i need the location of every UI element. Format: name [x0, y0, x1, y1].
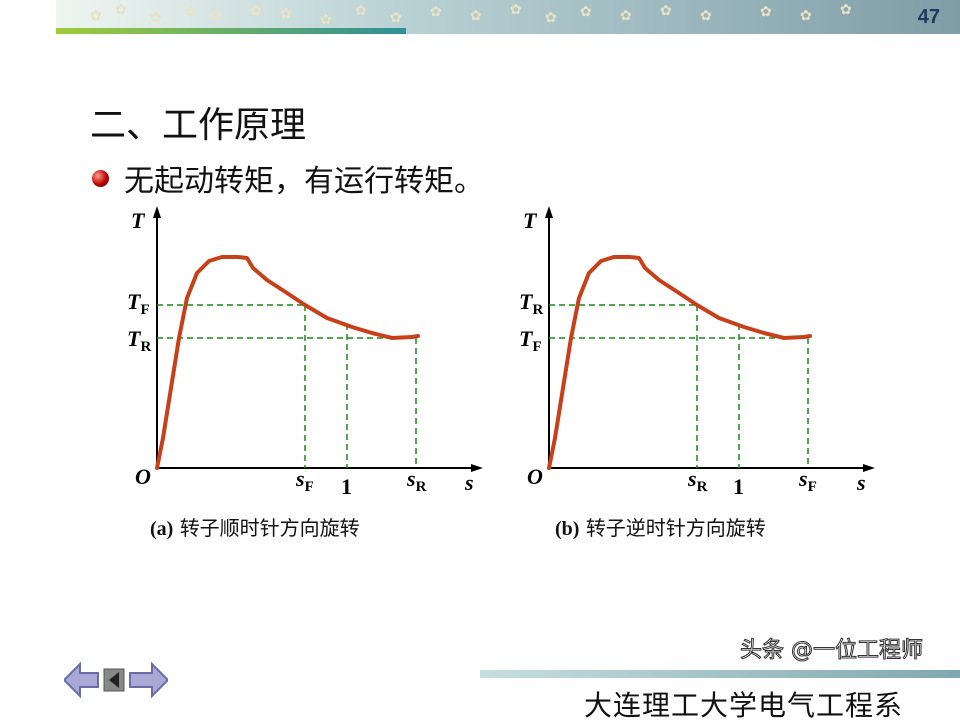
banner-flower-icon: ✿	[545, 10, 557, 26]
watermark: 头条 @一位工程师	[740, 638, 924, 664]
navigation-buttons[interactable]	[64, 662, 168, 698]
x-mark-label-2-a: 1	[341, 474, 352, 499]
first-page-triangle-icon	[109, 672, 119, 688]
arrow-left-icon[interactable]	[64, 662, 99, 698]
banner-flower-icon: ✿	[250, 3, 262, 19]
caption-b-text: 转子逆时针方向旋转	[585, 516, 766, 540]
banner-flower-icon: ✿	[90, 8, 102, 24]
bullet-text: 无起动转矩，有运行转矩。	[124, 164, 484, 199]
upper-level-label-b: TR	[519, 289, 543, 318]
banner-flower-icon: ✿	[470, 8, 482, 24]
origin-label-b: O	[527, 464, 543, 489]
x-mark-label-3-b: sF	[798, 466, 817, 495]
torque-curve-a	[155, 255, 420, 470]
x-axis-label-a: s	[464, 470, 474, 495]
caption-b: (b) 转子逆时针方向旋转	[555, 512, 766, 541]
banner-flower-icon: ✿	[840, 2, 852, 18]
arrow-right-icon[interactable]	[129, 662, 168, 698]
y-axis-arrow-b	[545, 206, 553, 218]
x-axis-label-b: s	[856, 470, 866, 495]
banner-flower-icon: ✿	[800, 8, 812, 24]
x-axis-arrow-a	[471, 464, 483, 472]
banner-flower-icon: ✿	[185, 4, 197, 20]
x-mark-label-3-a: sR	[406, 466, 427, 495]
caption-a: (a) 转子顺时针方向旋转	[150, 512, 360, 541]
y-axis-label-a: T	[131, 208, 146, 233]
banner-flower-icon: ✿	[150, 10, 162, 26]
lower-level-label-a: TR	[127, 326, 151, 355]
footer-bar	[480, 670, 960, 678]
banner-flower-icon: ✿	[355, 3, 367, 19]
origin-label-a: O	[135, 464, 151, 489]
banner-flower-icon: ✿	[760, 4, 772, 20]
page-number: 47	[917, 6, 940, 28]
banner-flower-icon: ✿	[390, 10, 402, 26]
bullet-icon	[92, 170, 109, 187]
y-axis-label-b: T	[523, 208, 538, 233]
banner-flower-icon: ✿	[510, 2, 522, 18]
caption-a-text: 转子顺时针方向旋转	[179, 516, 360, 540]
banner-flower-icon: ✿	[660, 3, 672, 19]
torque-curve-b	[547, 255, 812, 470]
banner-flower-icon: ✿	[700, 8, 712, 24]
banner-flower-icon: ✿	[210, 8, 222, 24]
header-accent-line	[56, 28, 406, 34]
upper-level-label-a: TF	[127, 289, 150, 318]
x-mark-label-2-b: 1	[733, 474, 744, 499]
x-mark-label-1-b: sR	[687, 466, 708, 495]
lower-level-label-b: TF	[519, 326, 542, 355]
caption-b-prefix: (b)	[555, 518, 580, 540]
banner-flower-icon: ✿	[320, 12, 332, 28]
caption-a-prefix: (a)	[150, 518, 174, 540]
banner-flower-icon: ✿	[430, 4, 442, 20]
banner-flower-icon: ✿	[280, 6, 292, 22]
footer-institution: 大连理工大学电气工程系	[584, 689, 904, 722]
slide-title: 二、工作原理	[90, 105, 307, 146]
x-axis-arrow-b	[863, 464, 875, 472]
banner-flower-icon: ✿	[115, 2, 127, 18]
banner-flower-icon: ✿	[620, 8, 632, 24]
y-axis-arrow-a	[153, 206, 161, 218]
x-mark-label-1-a: sF	[295, 466, 314, 495]
banner-flower-icon: ✿	[580, 4, 592, 20]
